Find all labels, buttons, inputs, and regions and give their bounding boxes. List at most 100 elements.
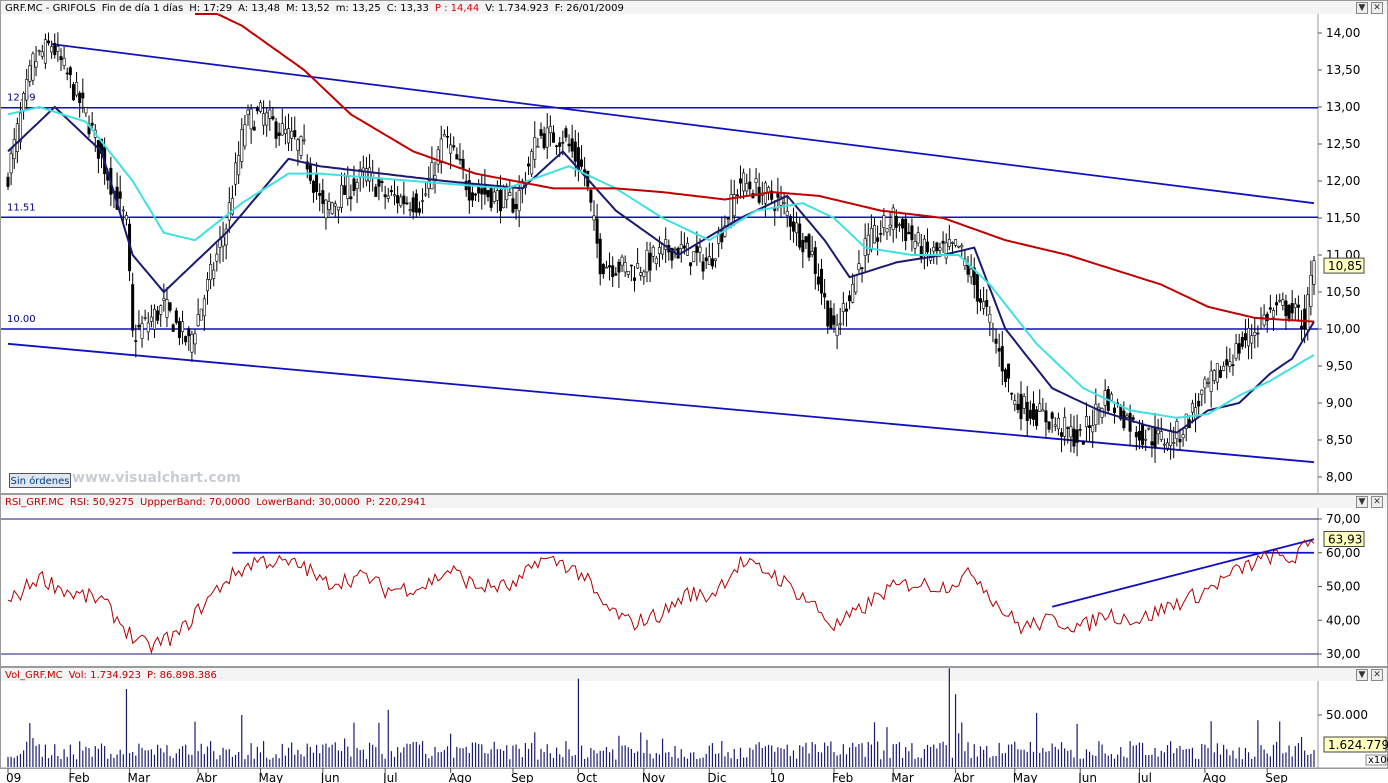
rsi-collapse-icon[interactable]: ▼	[1356, 496, 1368, 508]
price-candle	[455, 154, 459, 160]
price-candle	[162, 298, 166, 301]
price-candle	[1144, 438, 1148, 441]
price-candle	[280, 123, 284, 136]
price-candle	[1172, 442, 1176, 444]
x-tick-label-6: Jul	[382, 771, 397, 783]
price-candle	[564, 128, 568, 138]
x-tick-label-2: Mar	[128, 771, 151, 783]
price-candle	[90, 122, 94, 126]
vol-scale-box	[1365, 754, 1387, 766]
price-candle	[682, 245, 686, 249]
price-candle	[1013, 400, 1017, 405]
price-candle	[1290, 302, 1294, 314]
price-tick-label-5: 11,50	[1326, 211, 1360, 225]
price-candle	[1237, 343, 1241, 354]
x-tick-label-16: May	[1013, 771, 1038, 783]
price-candle	[975, 273, 979, 302]
collapse-icon[interactable]: ▼	[1356, 2, 1368, 14]
price-candle	[258, 102, 262, 112]
rsi-header-2: UppperBand: 70,0000	[140, 497, 250, 508]
price-candle	[486, 190, 490, 198]
price-candle	[891, 207, 895, 230]
price-candle	[405, 202, 409, 205]
price-candle	[798, 223, 802, 248]
price-candle	[972, 267, 976, 285]
price-candle	[994, 338, 998, 344]
price-candle	[121, 209, 125, 212]
price-candle	[710, 258, 714, 267]
vol-close-icon[interactable]: ✕	[1371, 669, 1383, 681]
price-candle	[882, 215, 886, 228]
price-candle	[452, 145, 456, 148]
price-candle	[1125, 415, 1129, 418]
level-label-2: 10.00	[7, 314, 36, 325]
price-candle	[1225, 359, 1229, 366]
price-candle	[969, 268, 973, 278]
rsi-close-icon[interactable]: ✕	[1371, 496, 1383, 508]
price-candle	[598, 238, 602, 275]
price-candle	[626, 270, 630, 275]
price-candle	[1181, 434, 1185, 439]
price-candle	[701, 261, 705, 272]
price-candle	[230, 198, 234, 215]
price-tick-label-4: 12,00	[1326, 174, 1360, 188]
price-candle	[461, 158, 465, 170]
price-candle	[1303, 308, 1307, 330]
price-candle	[12, 138, 16, 160]
price-candle	[221, 236, 225, 247]
price-candle	[277, 132, 281, 136]
price-candle	[1271, 310, 1275, 318]
price-candle	[542, 133, 546, 149]
price-candle	[651, 247, 655, 257]
price-candle	[816, 276, 820, 285]
price-candle	[879, 233, 883, 235]
price-candle	[305, 161, 309, 170]
price-candle	[1084, 416, 1088, 428]
price-candle	[595, 218, 599, 244]
price-candle	[754, 178, 758, 183]
orders-button[interactable]: Sin órdenes	[9, 473, 71, 488]
x-tick-label-1: Feb	[68, 771, 89, 783]
price-candle	[904, 218, 908, 241]
price-candle	[555, 145, 559, 148]
x-tick-label-19: Ago	[1203, 771, 1226, 783]
price-candle	[1300, 325, 1304, 330]
vol-tick-label-0: 50.000	[1326, 708, 1368, 722]
price-candle	[458, 158, 462, 161]
price-candle	[383, 194, 387, 198]
price-candle	[190, 334, 194, 353]
price-candle	[349, 196, 353, 200]
rsi-panel-titlebar	[1, 495, 1387, 508]
rsi-tick-label-3: 40,00	[1326, 613, 1360, 627]
price-candle	[355, 182, 359, 189]
price-candle	[1278, 299, 1282, 302]
price-candle	[31, 53, 35, 81]
price-candle	[171, 324, 175, 332]
price-tick-label-1: 13,50	[1326, 63, 1360, 77]
price-candle	[268, 109, 272, 119]
price-candle	[835, 324, 839, 336]
price-candle	[1137, 430, 1141, 441]
price-candle	[442, 134, 446, 137]
rsi-tick-label-1: 60,00	[1326, 546, 1360, 560]
price-candle	[1094, 403, 1098, 426]
price-candle	[1097, 406, 1101, 410]
price-candle	[1019, 393, 1023, 420]
price-candle	[601, 264, 605, 275]
price-candle	[427, 180, 431, 189]
price-candle	[340, 184, 344, 208]
x-tick-label-12: 10	[770, 771, 785, 783]
price-candle	[140, 323, 144, 339]
vol-collapse-icon[interactable]: ▼	[1356, 669, 1368, 681]
price-candle	[156, 310, 160, 321]
price-candle	[617, 261, 621, 273]
price-candle	[720, 230, 724, 243]
price-candle	[642, 271, 646, 277]
price-candle	[639, 272, 643, 276]
close-icon[interactable]: ✕	[1371, 2, 1383, 14]
price-candle	[6, 176, 10, 187]
price-candle	[514, 204, 518, 210]
price-candle	[1010, 392, 1014, 395]
price-candle	[689, 262, 693, 267]
price-candle	[954, 239, 958, 246]
